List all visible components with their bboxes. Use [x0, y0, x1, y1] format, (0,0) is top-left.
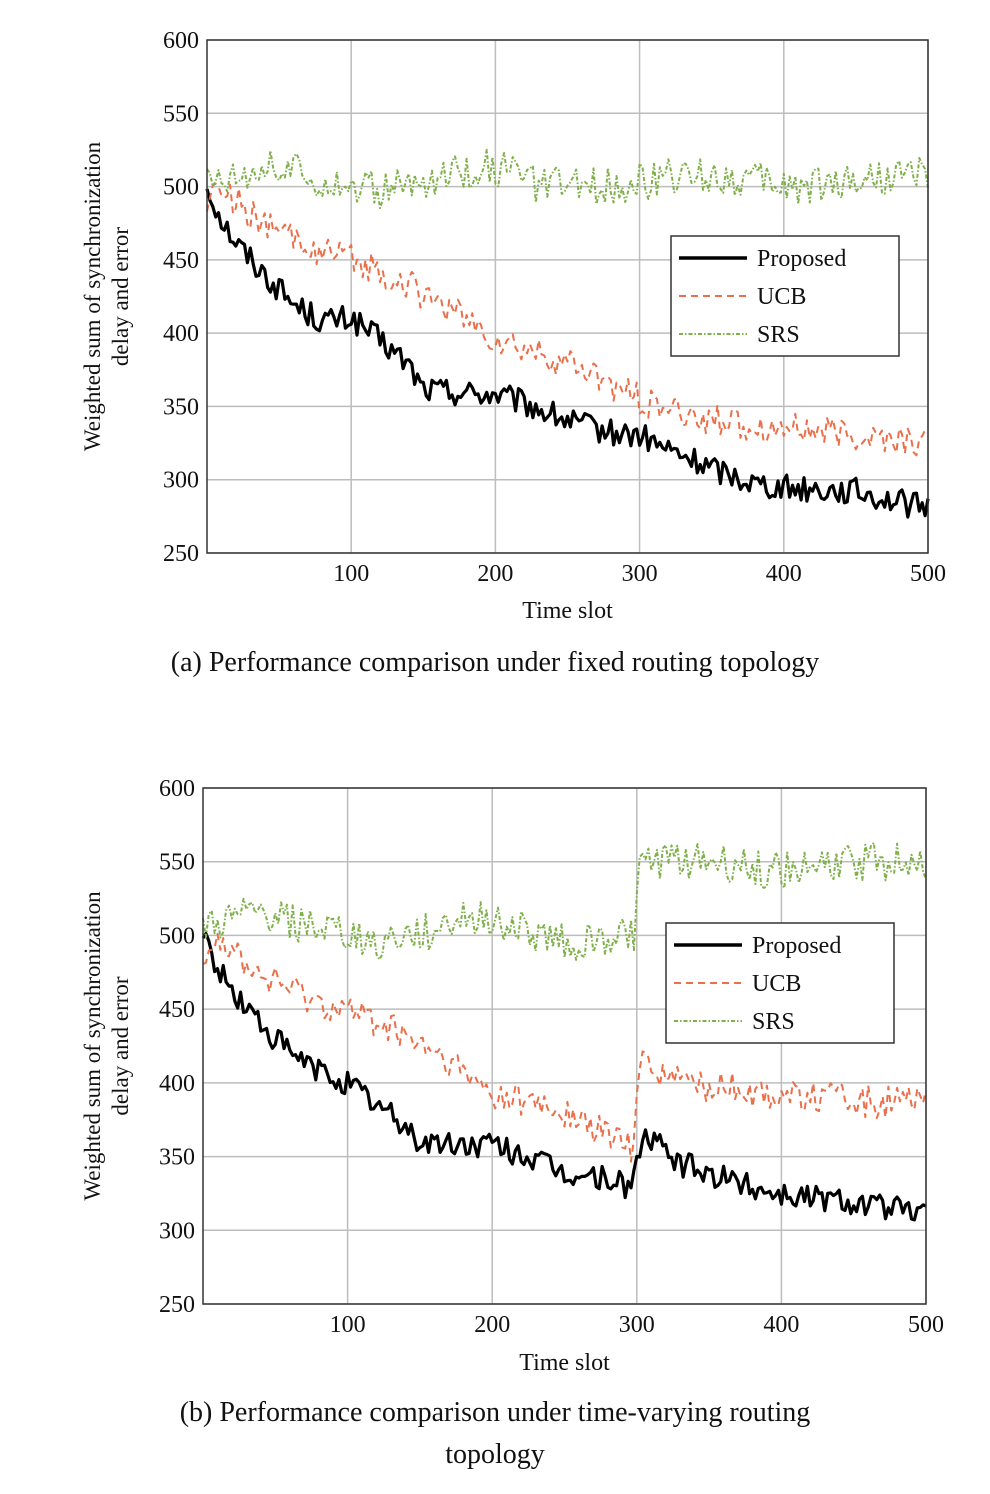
y-tick-label: 300	[163, 468, 199, 494]
y-axis-label: delay and error	[108, 227, 133, 367]
tick-labels: 250 300 350 400 450 500 550 600 100 200 300 400 500	[159, 776, 944, 1338]
x-tick-label: 200	[474, 1312, 510, 1338]
legend: Proposed UCB SRS	[665, 922, 895, 1044]
legend-label-proposed: Proposed	[757, 246, 846, 272]
legend-label-srs: SRS	[752, 1009, 795, 1035]
y-tick-label: 450	[163, 248, 199, 274]
y-axis-label: Weighted sum of synchronization	[80, 141, 105, 451]
y-axis-label: delay and error	[108, 976, 133, 1116]
y-tick-label: 450	[159, 997, 195, 1023]
grid	[203, 787, 927, 1305]
x-tick-label: 100	[330, 1312, 366, 1338]
series-line-ucb	[206, 182, 929, 457]
x-tick-label: 400	[763, 1312, 799, 1338]
y-tick-label: 250	[163, 541, 199, 567]
y-tick-label: 500	[159, 923, 195, 949]
y-tick-label: 600	[159, 776, 195, 802]
series-line-srs	[206, 148, 929, 210]
y-tick-label: 400	[159, 1071, 195, 1097]
caption-a: (a) Performance comparison under fixed r…	[0, 642, 990, 684]
legend-label-srs: SRS	[757, 322, 800, 348]
y-tick-label: 400	[163, 321, 199, 347]
y-tick-label: 500	[163, 175, 199, 201]
plot-frame	[206, 39, 929, 554]
series-line-ucb	[202, 932, 927, 1163]
y-tick-label: 250	[159, 1292, 195, 1318]
y-tick-label: 350	[163, 394, 199, 420]
x-tick-label: 300	[619, 1312, 655, 1338]
x-tick-label: 400	[766, 561, 802, 587]
caption-a-text: (a) Performance comparison under fixed r…	[170, 647, 820, 678]
legend-label-ucb: UCB	[757, 284, 806, 310]
plot-frame	[202, 787, 927, 1305]
y-tick-label: 600	[163, 28, 199, 54]
series-line-srs	[202, 841, 927, 961]
legend-label-ucb: UCB	[752, 971, 801, 997]
x-tick-label: 200	[477, 561, 513, 587]
legend-label-proposed: Proposed	[752, 933, 841, 959]
tick-labels: 250 300 350 400 450 500 550 600 100 200 300 400 500	[163, 28, 946, 587]
caption-b: (b) Performance comparison under time-va…	[0, 1392, 990, 1476]
x-tick-label: 500	[908, 1312, 944, 1338]
y-axis-label: Weighted sum of synchronization	[80, 891, 105, 1201]
x-axis-label: Time slot	[519, 1350, 610, 1376]
series-group	[205, 148, 930, 519]
chart-a: 250 300 350 400 450 500 550 600 100 200 300 400 500 T…	[80, 28, 946, 624]
y-tick-label: 300	[159, 1218, 195, 1244]
series-line-proposed	[205, 188, 930, 519]
chart-b: 250 300 350 400 450 500 550 600 100 200 300 400 500 T…	[80, 776, 944, 1376]
x-axis-label: Time slot	[522, 598, 613, 624]
caption-b-text: (b) Performance comparison under time-va…	[179, 1397, 811, 1470]
x-tick-label: 500	[910, 561, 946, 587]
x-tick-label: 100	[333, 561, 369, 587]
legend: Proposed UCB SRS	[670, 235, 900, 357]
series-line-proposed	[201, 932, 927, 1222]
y-tick-label: 550	[163, 101, 199, 127]
x-tick-label: 300	[622, 561, 658, 587]
y-tick-label: 350	[159, 1145, 195, 1171]
series-group	[201, 841, 927, 1222]
y-tick-label: 550	[159, 850, 195, 876]
